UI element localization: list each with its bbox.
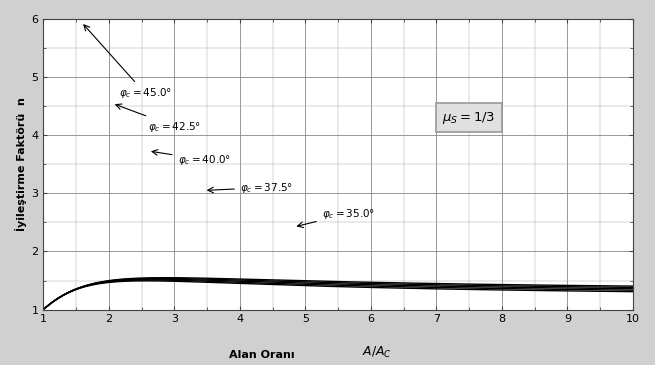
Text: $\mu_S = 1/3$: $\mu_S = 1/3$ (443, 110, 496, 126)
Text: $\varphi_c = 35.0°$: $\varphi_c = 35.0°$ (297, 207, 375, 227)
Text: Alan Oranı: Alan Oranı (229, 350, 295, 360)
Text: $\varphi_c = 37.5°$: $\varphi_c = 37.5°$ (208, 181, 293, 195)
Text: $A/A_C$: $A/A_C$ (362, 345, 392, 360)
Text: $\varphi_c = 40.0°$: $\varphi_c = 40.0°$ (152, 150, 231, 167)
Text: $\varphi_c = 42.5°$: $\varphi_c = 42.5°$ (116, 104, 201, 134)
Y-axis label: İyileştirme Faktörü  n: İyileştirme Faktörü n (15, 97, 27, 231)
Text: $\varphi_c = 45.0°$: $\varphi_c = 45.0°$ (84, 25, 172, 100)
